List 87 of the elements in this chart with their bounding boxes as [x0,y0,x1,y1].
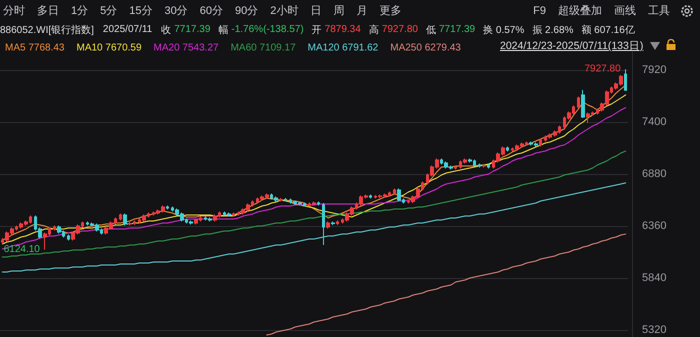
candlestick [128,222,132,226]
chart-subtitle: 2025/07/11 [102,24,152,35]
text: 周 [332,4,346,18]
candlestick [123,213,127,226]
text: MA60 7109.17 [230,42,296,54]
y-tick-label: 7400 [642,116,666,128]
candlestick [317,201,320,206]
text: 工具 [647,4,671,18]
line-series [2,150,626,258]
candlestick [506,146,509,152]
text: 15分 [128,4,154,18]
candlestick [119,213,122,221]
candlestick [397,188,401,202]
annotation: 7927.80 [584,64,622,75]
candlestick [142,214,146,222]
candlestick [326,221,330,229]
candlestick [67,234,70,241]
chart-title: 886052.WI[银行指数] [0,24,94,36]
text: 7717.39 [438,24,476,35]
text: 超级叠加 [557,4,603,18]
text: 换 0.57% [483,24,524,36]
text: MA5 7768.43 [5,42,65,54]
candlestick [454,165,457,170]
text: 7717.39 [174,24,210,35]
text: 低 [426,24,436,36]
text: 额 607.16亿 [581,24,635,36]
candlestick [539,138,542,147]
candlestick [586,112,590,124]
text: 收 [161,24,172,36]
text: MA250 6279.43 [390,42,462,54]
candlestick [312,201,316,206]
candlestick [581,90,585,118]
text: 振 2.68% [532,24,574,36]
text: 90分 [234,4,260,18]
y-tick-label: 6880 [642,168,666,180]
text: 月 [355,4,368,18]
text: 7927.80 [382,24,418,35]
candlestick [393,188,396,195]
text: 开 [312,24,322,36]
candlestick [322,202,325,246]
candlestick [213,214,217,222]
text: 多日 [36,4,60,18]
text: 2024/12/23-2025/07/11(133日) [500,39,644,53]
text: MA10 7670.59 [76,42,142,54]
candlestick [194,218,198,225]
text: 画线 [613,4,637,18]
text: 30分 [164,4,189,18]
text: 60分 [198,4,224,18]
text: 1分 [70,4,90,18]
text: 5分 [99,4,118,18]
candlestick [227,212,231,217]
text: 幅 [218,24,228,36]
annotation: 6124.10 [4,244,40,256]
candlestick [274,196,278,202]
line-series [266,234,626,336]
candlestick [482,164,486,168]
text: F9 [532,4,547,16]
candlestick [577,96,580,109]
text: MA20 7543.27 [154,42,220,54]
text: 2小时 [269,4,300,18]
candlestick [487,164,490,169]
candlestick [284,198,287,202]
text: 日 [309,4,322,18]
text: 7879.34 [324,24,361,35]
y-tick-label: 5320 [642,324,666,336]
candlestick [53,225,56,231]
text: -1.76%(-138.57) [231,24,304,35]
candlestick [369,194,372,199]
y-tick-label: 5840 [642,272,666,284]
candlestick [166,205,169,210]
line-series [2,182,626,272]
candlestick [331,221,335,226]
text: 更多 [378,4,402,18]
candlestick [57,225,61,234]
candlestick [279,198,283,202]
candlestick [478,163,481,168]
text: 高 [368,24,379,36]
candlestick [336,220,339,226]
candlestick [232,212,235,217]
candlestick [208,217,212,222]
y-tick-label: 7920 [642,64,666,76]
candlestick [468,158,472,163]
y-tick-label: 6360 [642,220,666,232]
text: 分时 [2,4,26,18]
candlestick [189,220,193,225]
candlestick [624,68,627,91]
text: MA120 6791.62 [308,42,379,54]
